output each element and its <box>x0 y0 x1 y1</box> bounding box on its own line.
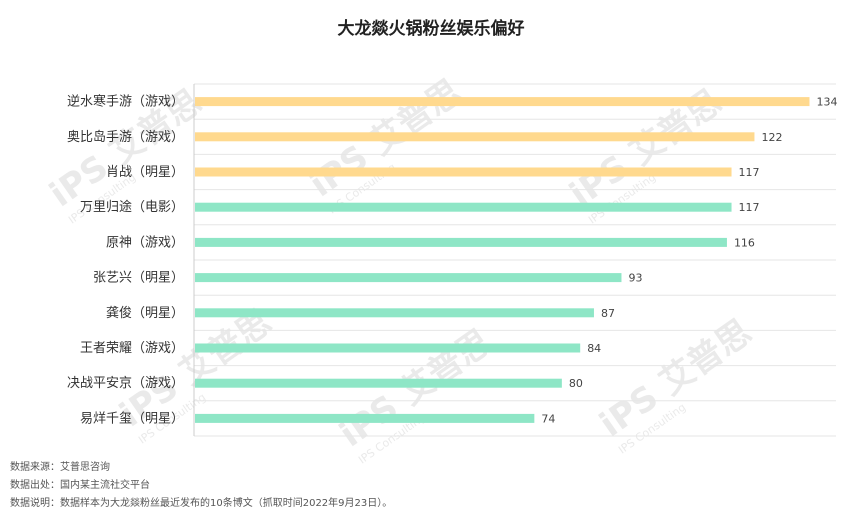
data-label: 134 <box>816 96 837 109</box>
bar <box>195 167 732 177</box>
category-label: 肖战（明星） <box>106 165 184 180</box>
category-label: 万里归途（电影） <box>80 199 184 215</box>
data-label: 87 <box>601 307 615 320</box>
category-label: 龚俊（明星） <box>106 306 184 321</box>
category-label: 原神（游戏） <box>106 235 184 250</box>
bar <box>195 413 535 423</box>
data-label: 116 <box>734 236 755 249</box>
category-label: 逆水寒手游（游戏） <box>67 94 184 110</box>
data-label: 84 <box>587 342 601 355</box>
bar <box>195 378 562 388</box>
bar <box>195 97 810 107</box>
chart-title: 大龙燚火锅粉丝娱乐偏好 <box>337 19 525 39</box>
category-label: 决战平安京（游戏） <box>67 376 184 391</box>
bar <box>195 237 727 247</box>
footer-note: 数据说明：数据样本为大龙燚粉丝最近发布的10条博文（抓取时间2022年9月23日… <box>10 498 393 509</box>
category-label: 易烊千玺（明星） <box>80 411 184 426</box>
category-label: 奥比岛手游（游戏） <box>67 129 184 145</box>
category-label: 张艺兴（明星） <box>93 271 184 286</box>
footer-source: 数据来源：艾普思咨询 <box>10 462 110 473</box>
bar <box>195 343 581 353</box>
category-label: 王者荣耀（游戏） <box>80 341 184 356</box>
data-label: 93 <box>628 272 642 285</box>
data-label: 122 <box>761 131 782 144</box>
data-label: 117 <box>739 166 760 179</box>
bar <box>195 202 732 212</box>
bar <box>195 273 622 283</box>
data-label: 74 <box>541 412 555 425</box>
bar <box>195 308 594 318</box>
data-label: 80 <box>569 377 583 390</box>
bar <box>195 132 755 142</box>
footer-origin: 数据出处：国内某主流社交平台 <box>10 480 150 491</box>
data-label: 117 <box>739 201 760 214</box>
